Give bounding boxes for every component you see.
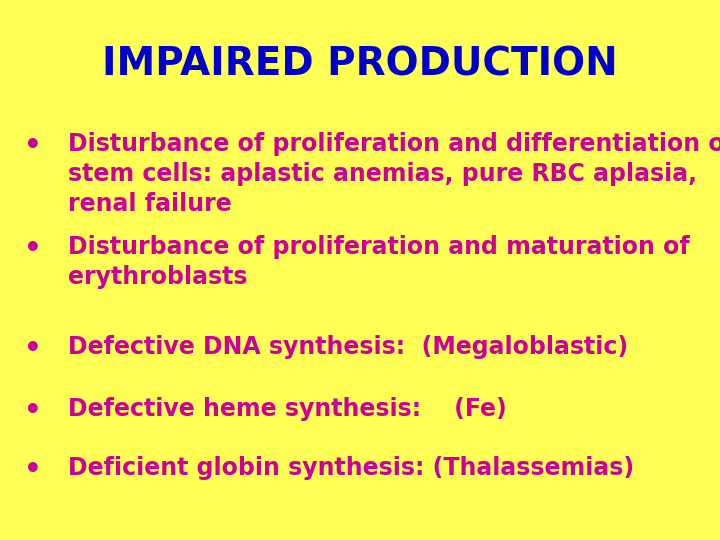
- Text: Defective heme synthesis:    (Fe): Defective heme synthesis: (Fe): [68, 397, 507, 421]
- Text: Defective DNA synthesis:  (Megaloblastic): Defective DNA synthesis: (Megaloblastic): [68, 335, 629, 359]
- Text: •: •: [24, 456, 41, 484]
- Text: Deficient globin synthesis: (Thalassemias): Deficient globin synthesis: (Thalassemia…: [68, 456, 634, 480]
- Text: •: •: [24, 235, 41, 263]
- Text: •: •: [24, 132, 41, 160]
- Text: •: •: [24, 397, 41, 425]
- Text: IMPAIRED PRODUCTION: IMPAIRED PRODUCTION: [102, 46, 618, 84]
- Text: Disturbance of proliferation and differentiation of
stem cells: aplastic anemias: Disturbance of proliferation and differe…: [68, 132, 720, 215]
- Text: Disturbance of proliferation and maturation of
erythroblasts: Disturbance of proliferation and maturat…: [68, 235, 690, 288]
- Text: •: •: [24, 335, 41, 363]
